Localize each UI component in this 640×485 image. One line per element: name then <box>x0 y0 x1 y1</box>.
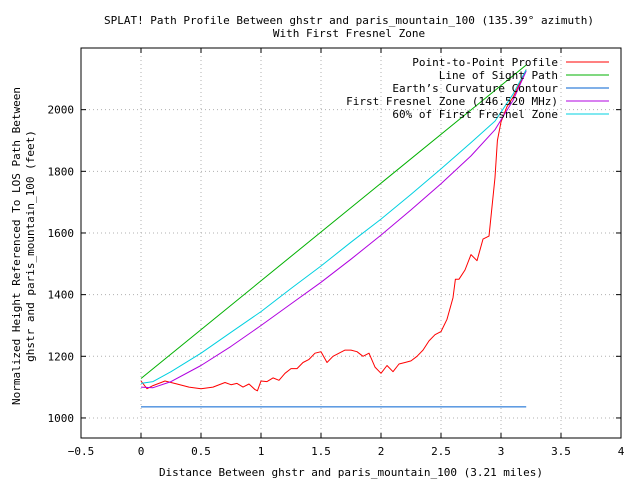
x-tick-label: 4 <box>618 445 625 458</box>
series-line-line-of-sight-path <box>140 64 527 379</box>
y-tick-label: 1800 <box>48 165 75 178</box>
legend-label-point-to-point-profile: Point-to-Point Profile <box>412 56 558 69</box>
x-tick-label: 0.5 <box>191 445 211 458</box>
legend-label-first-fresnel-zone-146-520-mhz: First Fresnel Zone (146.520 MHz) <box>346 95 558 108</box>
y-axis-label-line-1: Normalized Height Referenced To LOS Path… <box>10 87 23 405</box>
x-axis-label: Distance Between ghstr and paris_mountai… <box>159 466 543 479</box>
x-tick-label: 1 <box>258 445 265 458</box>
y-tick-label: 2000 <box>48 104 75 117</box>
series-line-point-to-point-profile <box>140 69 527 392</box>
y-tick-label: 1600 <box>48 227 75 240</box>
y-tick-label: 1200 <box>48 350 75 363</box>
legend-label-60-of-first-fresnel-zone: 60% of First Fresnel Zone <box>392 108 558 121</box>
x-tick-label: 3 <box>498 445 505 458</box>
chart-title: SPLAT! Path Profile Between ghstr and pa… <box>104 14 594 27</box>
legend-label-line-of-sight-path: Line of Sight Path <box>439 69 558 82</box>
x-tick-label: 0 <box>138 445 145 458</box>
x-tick-label: 2 <box>378 445 385 458</box>
series-layer <box>140 64 527 408</box>
series-line-first-fresnel-zone-146-520-mhz <box>140 70 527 389</box>
x-tick-label: 1.5 <box>311 445 331 458</box>
tick-layer: −0.5 0 0.5 1 1.5 2 2.5 3 3.5 4 1000 1200 1400 1600 180… <box>48 48 625 458</box>
y-tick-label: 1000 <box>48 412 75 425</box>
chart-subtitle: With First Fresnel Zone <box>273 27 425 40</box>
series-line-60-of-first-fresnel-zone <box>140 69 527 384</box>
y-tick-label: 1400 <box>48 289 75 302</box>
y-axis-label-line-2: ghstr and paris_mountain_100 (feet) <box>24 130 37 362</box>
plot-frame <box>80 47 622 439</box>
x-tick-label: −0.5 <box>68 445 95 458</box>
x-tick-label: 3.5 <box>551 445 571 458</box>
x-tick-label: 2.5 <box>431 445 451 458</box>
legend-label-earth-s-curvature-contour: Earth’s Curvature Contour <box>392 82 558 95</box>
